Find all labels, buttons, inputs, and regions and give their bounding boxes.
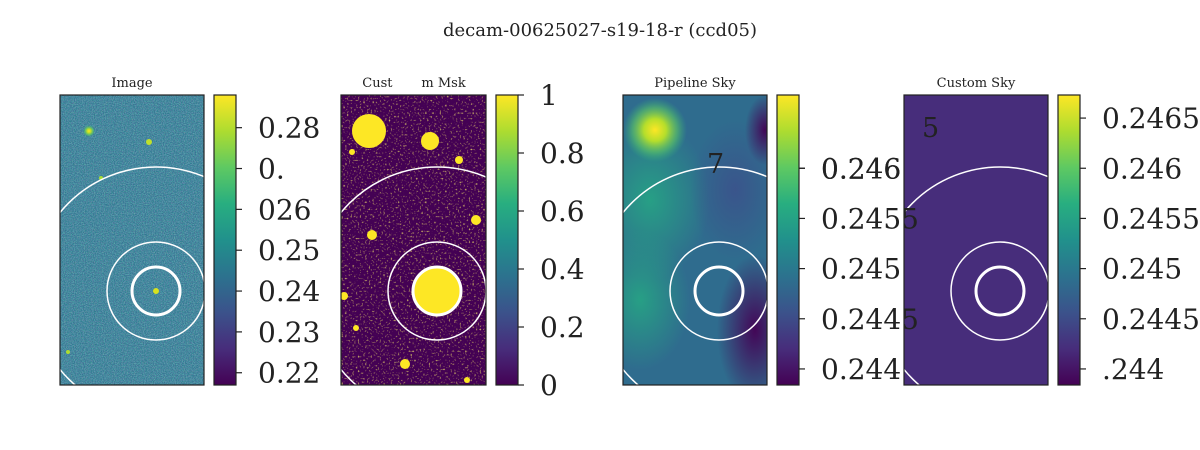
mask-blob — [349, 149, 355, 155]
inner-ring — [130, 265, 182, 317]
pipeline-sky-panel — [623, 95, 767, 385]
colorbar-tick-label: 0.2465 — [1102, 102, 1200, 135]
mask-blob — [400, 359, 410, 369]
colorbar-tick-label: 0.28 — [258, 112, 320, 145]
colorbar-tick-label: 0.2445 — [821, 303, 919, 336]
panel-title-pipeline-sky: Pipeline Sky — [654, 76, 736, 91]
middle-ring — [106, 241, 204, 341]
mask-panel — [341, 95, 486, 385]
mask-panel-frame — [340, 94, 487, 386]
mask-blob — [352, 114, 386, 148]
colorbar-tick-label: 0.4 — [540, 253, 585, 286]
colorbar-tick-label: 0.25 — [258, 234, 320, 267]
outer-ring — [60, 166, 204, 385]
colorbar-mask-ticks: 1 0.8 0.6 0.4 0.2 0 — [518, 79, 585, 402]
overlay-label: 7 — [707, 149, 724, 180]
outer-ring — [904, 166, 1048, 385]
colorbar-image-ticks: 0.28 0. 026 0.25 0.24 0.23 0.22 — [236, 112, 320, 390]
image-panel-frame — [59, 94, 205, 386]
panel-title-custom-sky: Custom Sky — [937, 76, 1016, 91]
inner-ring — [693, 265, 745, 317]
colorbar-tick-label: 0 — [540, 369, 558, 402]
image-source — [146, 139, 152, 145]
colorbar-tick-label: 0.246 — [821, 152, 901, 185]
pipeline-sky-teal-region — [623, 230, 690, 370]
colorbar-mask: 1 0.8 0.6 0.4 0.2 0 — [495, 79, 585, 402]
mask-blob — [367, 230, 377, 240]
pipeline-sky-blue-region — [690, 120, 767, 260]
custom-sky-panel-frame — [903, 94, 1049, 386]
inner-ring — [411, 265, 463, 317]
colorbar-tick-label: 0.2455 — [821, 202, 919, 235]
colorbar-tick-label: 0.2455 — [1102, 202, 1200, 235]
middle-ring — [387, 241, 486, 341]
colorbar-tick-label: 026 — [258, 193, 311, 226]
pipeline-sky-panel-frame — [622, 94, 768, 386]
colorbar-tick-label: 0.245 — [1102, 253, 1182, 286]
colorbar-tick-label: 0.23 — [258, 316, 320, 349]
pipeline-sky-dark-region — [717, 255, 767, 385]
colorbar-image: 0.28 0. 026 0.25 0.24 0.23 0.22 — [213, 94, 320, 390]
colorbar-tick-label: .244 — [1102, 353, 1164, 386]
panel-title-image: Image — [111, 76, 153, 91]
mask-blob — [455, 156, 463, 164]
pipeline-sky-rings — [623, 166, 767, 385]
colorbar-tick-label: 0.8 — [540, 137, 585, 170]
image-source — [66, 350, 70, 354]
image-panel-noise-bright — [60, 95, 204, 385]
outer-ring — [623, 166, 767, 385]
colorbar-tick-label: 0.2 — [540, 311, 585, 344]
mask-blob — [464, 377, 470, 383]
colorbar-tick-label: 0.2445 — [1102, 303, 1200, 336]
overlay-label: 5 — [922, 113, 939, 144]
middle-ring — [669, 241, 767, 341]
colorbar-custom-sky: 0.2465 0.246 0.2455 0.245 0.2445 .244 — [1057, 94, 1200, 386]
mask-rings — [341, 166, 486, 385]
colorbar-pipeline-sky-gradient — [776, 94, 800, 386]
colorbar-tick-label: 0. — [258, 153, 285, 186]
colorbar-tick-label: 0.246 — [1102, 152, 1182, 185]
mask-blob — [421, 132, 439, 150]
colorbar-tick-label: 0.246 — [821, 152, 901, 185]
colorbar-tick-label: 0.245 — [821, 253, 901, 286]
outer-ring — [341, 166, 486, 385]
colorbar-custom-sky-ticks: 0.2465 0.246 0.2455 0.245 0.2445 .244 — [1080, 102, 1200, 386]
figure-title: decam-00625027-s19-18-r (ccd05) — [443, 20, 757, 41]
colorbar-tick-label: 0.244 — [821, 353, 901, 386]
colorbar-image-gradient — [213, 94, 237, 386]
colorbar-tick-label: 0.24 — [258, 275, 320, 308]
image-panel — [60, 95, 204, 385]
mask-blobs — [341, 114, 481, 383]
colorbar-custom-sky-gradient — [1057, 94, 1081, 386]
colorbar-mask-gradient — [495, 94, 519, 386]
custom-sky-rings — [904, 166, 1048, 385]
mask-blob — [341, 292, 348, 300]
mask-blob — [471, 215, 481, 225]
image-source-bright — [83, 125, 95, 137]
mask-blob-large — [412, 266, 462, 316]
colorbar-tick-label: 0.6 — [540, 195, 585, 228]
image-rings — [60, 166, 204, 385]
middle-ring — [950, 241, 1048, 341]
panel-title-custom-mask: Cust m Msk — [362, 76, 466, 91]
colorbar-tick-label: 1 — [540, 79, 558, 112]
pipeline-sky-dark-region — [745, 95, 767, 165]
custom-sky-background — [904, 95, 1048, 385]
mask-blob — [353, 325, 359, 331]
inner-ring — [974, 265, 1026, 317]
pipeline-sky-bright-spot — [623, 98, 687, 162]
colorbar-tick-label: 0.22 — [258, 357, 320, 390]
image-source — [153, 288, 159, 294]
custom-sky-panel — [904, 95, 1048, 385]
